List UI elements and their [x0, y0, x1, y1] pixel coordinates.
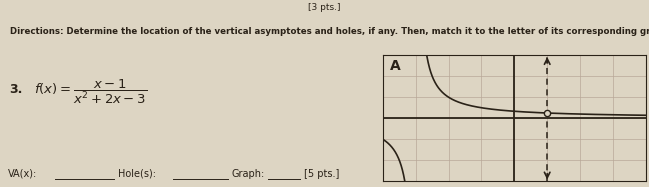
Text: Graph:: Graph:: [232, 169, 265, 179]
Text: 3.: 3.: [10, 83, 23, 96]
Text: Hole(s):: Hole(s):: [117, 169, 156, 179]
Text: [3 pts.]: [3 pts.]: [308, 3, 341, 12]
Text: [5 pts.]: [5 pts.]: [304, 169, 339, 179]
Text: VA(x):: VA(x):: [8, 169, 37, 179]
Text: Directions: Determine the location of the vertical asymptotes and holes, if any.: Directions: Determine the location of th…: [10, 27, 649, 36]
Text: A: A: [389, 59, 400, 73]
Text: $f(x) = \dfrac{x-1}{x^2+2x-3}$: $f(x) = \dfrac{x-1}{x^2+2x-3}$: [34, 77, 147, 106]
